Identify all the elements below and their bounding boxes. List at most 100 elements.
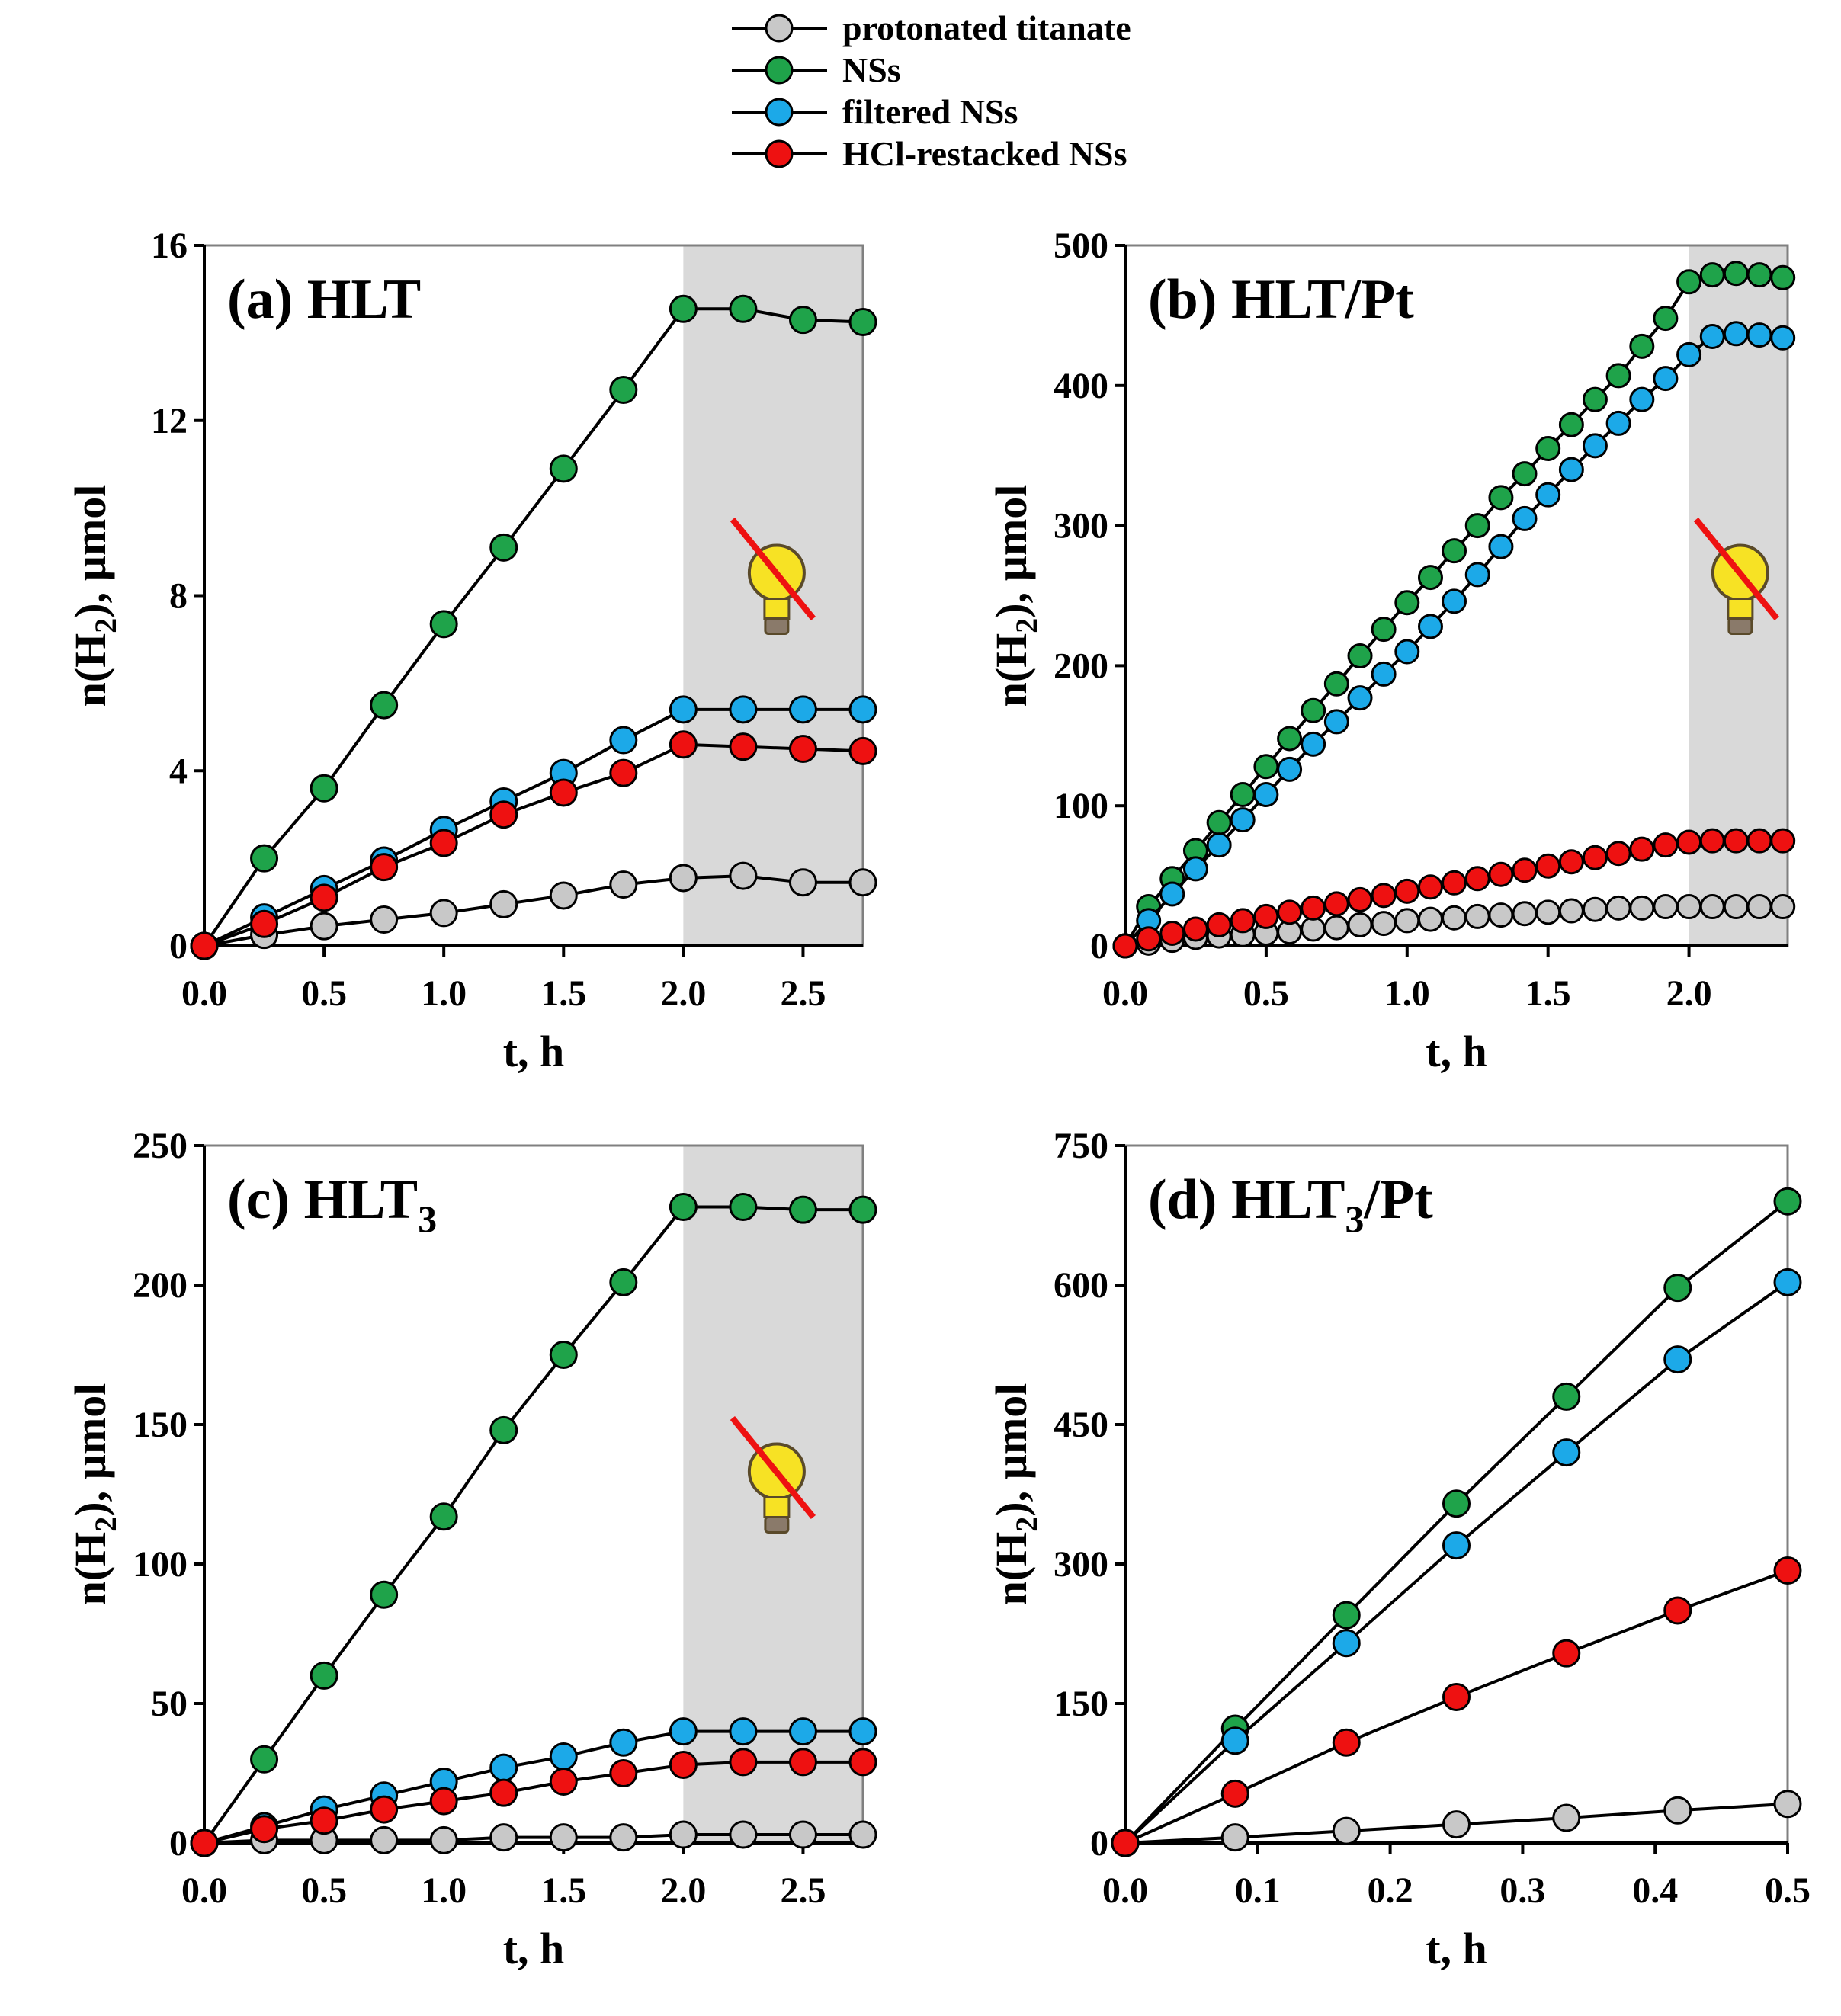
data-point [1582,896,1608,922]
data-point [1417,614,1443,639]
data-point [489,1778,518,1807]
data-point [1417,565,1443,591]
data-point [1230,908,1256,934]
series [1111,1187,1802,1857]
data-point [429,899,458,928]
data-point [1676,269,1702,295]
data-point [1253,903,1279,929]
data-point [1663,1596,1692,1625]
data-point [669,730,698,759]
data-point [370,905,399,934]
data-point [1464,562,1490,588]
data-point [848,1748,877,1777]
data-point [1332,1601,1361,1630]
data-point [729,294,758,323]
data-point [1663,1796,1692,1825]
y-axis-label-main: n(H [986,1532,1036,1606]
data-point [1558,849,1584,875]
data-point [1605,841,1631,867]
data-point [1277,756,1303,782]
data-point [1723,321,1749,347]
x-axis-label: t, h [1426,1027,1487,1076]
data-point [429,610,458,639]
data-point [1442,538,1467,564]
data-point [729,1748,758,1777]
data-point [1773,1268,1802,1296]
y-tick-label: 200 [1054,646,1108,686]
data-point [609,870,638,899]
legend-item: filtered NSs [732,92,1018,131]
data-point [1746,894,1772,920]
y-axis-label: n(H2), µmol [986,485,1044,707]
x-tick-label: 0.0 [181,1870,227,1911]
data-point [1629,333,1655,359]
y-axis-label-main: n(H [66,1532,115,1606]
data-point [609,1823,638,1852]
y-tick-label: 750 [1054,1126,1108,1166]
data-point [370,853,399,882]
series [1111,1556,1802,1857]
data-point [1746,262,1772,288]
y-tick-label: 100 [1054,786,1108,826]
x-tick-label: 0.1 [1235,1870,1281,1911]
data-point [1770,264,1796,290]
y-tick-label: 400 [1054,366,1108,406]
data-point [1159,920,1185,946]
data-point [370,1795,399,1824]
legend-label: HCl-restacked NSs [842,134,1127,173]
data-point [1582,386,1608,412]
data-point [729,1193,758,1222]
data-point [1535,899,1561,925]
data-point [310,883,338,912]
panel-title-sub: 3 [418,1197,437,1240]
strike-line [730,517,816,621]
data-point [1323,891,1349,917]
data-point [1770,894,1796,920]
legend-label: NSs [842,50,901,89]
y-tick-label: 200 [133,1265,188,1306]
data-point [788,695,817,724]
data-point [729,695,758,724]
data-point [1582,433,1608,459]
data-point [1605,363,1631,389]
data-point [1394,878,1420,904]
light-off-icon [730,517,816,635]
data-point [1301,916,1326,942]
y-axis-label-sub: 2 [88,1517,123,1532]
panel-title-suffix: /Pt [1363,1168,1433,1231]
data-point [1605,410,1631,436]
x-tick-label: 1.0 [421,1870,467,1911]
data-point [549,881,578,910]
data-point [788,1195,817,1224]
data-point [848,1820,877,1849]
data-point [729,861,758,890]
chart-panel: 0 150 300 450 600 750 0.0 0.1 0.2 0.3 0.4 0.5 t, h n(… [986,1126,1811,1973]
x-tick-label: 0.5 [1243,973,1289,1014]
panel-title-main: (b) HLT/Pt [1148,268,1414,331]
data-point [190,1829,219,1857]
data-point [1746,828,1772,854]
data-point [1512,461,1538,487]
data-point [729,732,758,761]
data-point [1488,534,1514,559]
data-point [1230,807,1256,833]
data-point [669,1193,698,1222]
data-point [1253,781,1279,807]
data-point [1773,1790,1802,1819]
data-point [609,376,638,405]
data-point [1230,781,1256,807]
x-tick-label: 0.4 [1632,1870,1678,1911]
data-point [489,533,518,562]
data-point [489,1753,518,1782]
data-point [1512,901,1538,927]
data-point [1332,1629,1361,1658]
data-point [669,294,698,323]
chart-panel: 0 4 8 12 16 0.0 0.5 1.0 1.5 2.0 2.5 t, h n(H2), µmol… [66,226,877,1076]
data-point [1442,1489,1471,1518]
data-point [1347,886,1373,912]
y-tick-label: 12 [151,401,188,441]
y-axis-label-sub: 2 [88,618,123,633]
data-point [1552,1639,1581,1668]
bulb-base [1727,617,1753,635]
